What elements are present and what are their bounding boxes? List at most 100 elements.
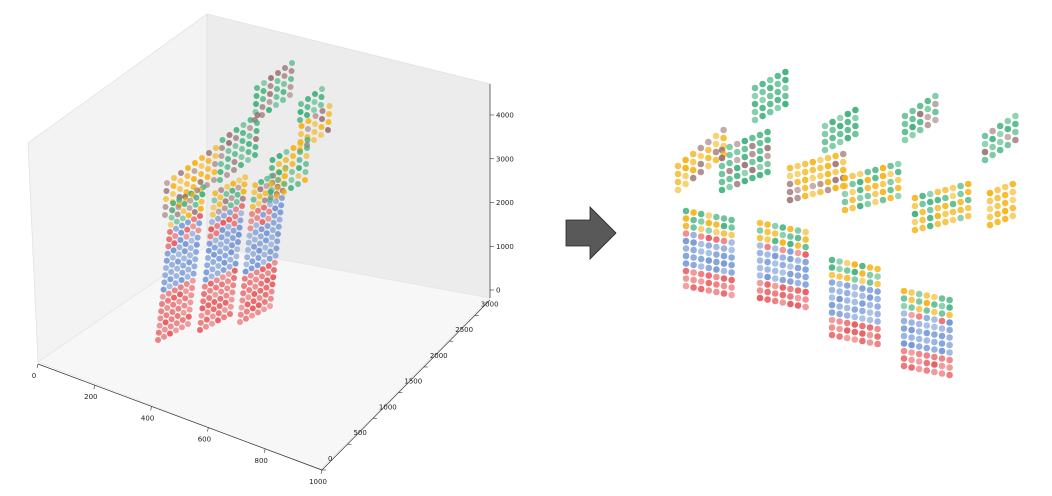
data-point [225, 278, 231, 285]
data-point [171, 240, 178, 247]
data-point [782, 92, 789, 100]
data-point [932, 100, 939, 108]
data-point [809, 166, 817, 174]
data-point [260, 211, 267, 218]
data-point [843, 312, 851, 319]
data-point [764, 228, 771, 236]
data-point [712, 140, 720, 148]
data-point [682, 172, 689, 180]
data-point [318, 94, 325, 100]
data-point [211, 177, 217, 183]
data-point [852, 130, 859, 138]
data-point [751, 92, 759, 100]
data-point [269, 234, 275, 241]
data-point [900, 287, 908, 295]
data-point [249, 312, 255, 319]
data-point [270, 274, 277, 281]
data-point [297, 141, 304, 147]
data-point [190, 270, 197, 277]
data-point [305, 118, 312, 124]
data-point [682, 180, 689, 188]
data-point [218, 153, 225, 159]
data-point [908, 326, 915, 334]
data-point [233, 206, 239, 213]
data-point [836, 295, 843, 303]
data-point [705, 287, 713, 294]
data-point [989, 143, 996, 151]
data-point [938, 370, 946, 377]
data-point [802, 303, 809, 311]
data-point [749, 158, 756, 166]
data-point [859, 277, 866, 285]
data-point [872, 174, 879, 182]
data-point [185, 212, 192, 219]
data-point [741, 145, 749, 153]
data-point [256, 295, 263, 301]
data-point [267, 201, 273, 208]
z-axis-ticks: 0 1000 2000 3000 4000 [490, 112, 514, 295]
data-point [226, 140, 232, 146]
data-point [829, 142, 836, 150]
data-point [794, 279, 802, 287]
data-point [938, 355, 946, 362]
data-point [239, 195, 246, 202]
data-point [682, 282, 690, 290]
data-point [1004, 125, 1012, 133]
data-point [851, 313, 859, 321]
data-point [900, 302, 908, 310]
data-point [801, 160, 809, 168]
data-point [218, 288, 225, 295]
data-point [705, 162, 712, 170]
data-point [794, 227, 802, 234]
data-point [260, 88, 267, 94]
data-point [311, 99, 318, 105]
data-point [242, 174, 249, 181]
data-point [741, 169, 749, 177]
data-point [733, 172, 741, 180]
data-point [779, 254, 787, 261]
y-axis-line [321, 299, 491, 471]
data-point [177, 237, 184, 243]
data-point [241, 275, 248, 282]
y-tick-label: 1500 [404, 378, 422, 386]
data-point [836, 303, 843, 310]
data-point [787, 240, 794, 248]
data-point [942, 210, 949, 218]
data-point [682, 267, 690, 275]
data-point [836, 333, 843, 340]
data-point [713, 258, 720, 266]
data-point [223, 191, 230, 197]
data-point [844, 110, 852, 118]
data-point [279, 195, 285, 201]
data-point [931, 353, 938, 361]
data-point [229, 242, 235, 249]
data-point [923, 359, 931, 367]
data-point [938, 347, 946, 355]
data-point [161, 279, 168, 286]
data-point [901, 128, 909, 136]
data-point [841, 182, 849, 190]
data-point [843, 319, 851, 327]
data-point [894, 176, 902, 184]
data-point [191, 216, 197, 223]
data-point [849, 172, 856, 180]
data-point [705, 257, 713, 264]
data-point [836, 325, 843, 333]
data-point [1012, 120, 1019, 128]
data-point [728, 284, 735, 291]
data-point [277, 209, 284, 216]
data-point [726, 167, 733, 175]
data-point [989, 151, 996, 159]
data-point [874, 273, 881, 280]
data-point [859, 322, 866, 330]
data-point [764, 144, 771, 152]
data-point [253, 269, 260, 276]
data-point [779, 231, 787, 239]
data-point [919, 224, 926, 232]
data-point [946, 296, 953, 304]
data-point [263, 284, 270, 291]
data-point [926, 214, 934, 222]
data-point [932, 116, 939, 124]
data-point [219, 137, 226, 143]
data-point [233, 127, 240, 133]
